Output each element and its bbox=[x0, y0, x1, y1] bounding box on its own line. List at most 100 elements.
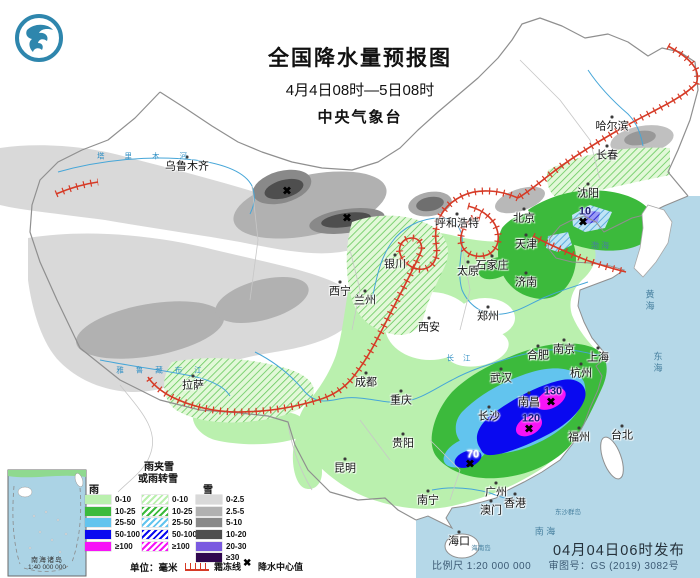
city-label: 贵阳 bbox=[392, 437, 414, 450]
city-label: 合肥 bbox=[527, 349, 549, 362]
city-label: 南昌 bbox=[518, 396, 540, 409]
city-label: 成都 bbox=[355, 376, 377, 389]
page-title: 全国降水量预报图 bbox=[268, 47, 452, 70]
city-dot bbox=[399, 389, 403, 393]
city-dot bbox=[524, 271, 528, 275]
legend-rain-header: 雨 bbox=[89, 485, 99, 496]
legend-row: 10-20 bbox=[196, 529, 246, 541]
legend-row: 20-30 bbox=[196, 540, 246, 552]
legend-row: 10-25 bbox=[85, 506, 140, 518]
city-dot bbox=[524, 233, 528, 237]
legend-unit-label: 单位：毫米 bbox=[130, 563, 178, 574]
title-block: 全国降水量预报图 4月4日08时—5日08时 中央气象台 bbox=[210, 42, 510, 127]
city-label: 天津 bbox=[515, 238, 537, 251]
legend-row: 0-10 bbox=[142, 494, 197, 506]
city-label: 广州 bbox=[485, 486, 507, 499]
legend-row: ≥100 bbox=[85, 540, 140, 552]
sea-label: 渤 海 bbox=[590, 241, 610, 250]
city-label: 澳门 bbox=[480, 504, 502, 517]
legend-row: 25-50 bbox=[142, 517, 197, 529]
legend-row: 2.5-5 bbox=[196, 506, 246, 518]
legend-range-label: 10-25 bbox=[172, 506, 193, 516]
river-label: 长江 bbox=[446, 353, 480, 363]
city-dot bbox=[185, 155, 189, 159]
city-label: 西宁 bbox=[329, 285, 351, 298]
city-dot bbox=[494, 481, 498, 485]
city-dot bbox=[457, 530, 461, 534]
legend-range-label: 0-10 bbox=[115, 495, 132, 505]
city-dot bbox=[191, 374, 195, 378]
legend-sleet-header-2: 或雨转雪 bbox=[138, 474, 178, 485]
city-label: 呼和浩特 bbox=[435, 217, 479, 230]
city-dot bbox=[620, 424, 624, 428]
precip-center-value: 70 bbox=[466, 448, 480, 461]
city-label: 南京 bbox=[553, 343, 575, 356]
city-label: 济南 bbox=[515, 276, 537, 289]
city-dot bbox=[486, 305, 490, 309]
sea-label: 黄 海 bbox=[644, 289, 655, 311]
legend-range-label: 10-25 bbox=[115, 506, 136, 516]
legend-swatch bbox=[85, 530, 111, 540]
city-label: 台北 bbox=[611, 429, 633, 442]
legend-row: 10-25 bbox=[142, 506, 197, 518]
legend-swatch bbox=[142, 541, 168, 551]
legend-sleet-header-1: 雨夹雪 bbox=[144, 462, 174, 473]
legend-range-label: 25-50 bbox=[115, 518, 136, 528]
inset-map bbox=[7, 469, 87, 577]
inset-scale: 1:40 000 000 bbox=[28, 564, 66, 571]
city-label: 福州 bbox=[568, 431, 590, 444]
city-dot bbox=[363, 289, 367, 293]
legend-row: 50-100 bbox=[85, 529, 140, 541]
frost-line-symbol bbox=[185, 563, 209, 571]
city-dot bbox=[527, 391, 531, 395]
legend-range-label: ≥30 bbox=[226, 553, 240, 563]
legend-range-label: 50-100 bbox=[115, 530, 140, 540]
sea-label: 东 海 bbox=[652, 351, 663, 373]
city-dot bbox=[489, 499, 493, 503]
legend-row: 0-2.5 bbox=[196, 494, 246, 506]
city-dot bbox=[338, 280, 342, 284]
valid-period: 4月4日08时—5日08时 bbox=[285, 82, 435, 99]
city-label: 石家庄 bbox=[475, 259, 509, 272]
precip-center-value: 130 bbox=[543, 385, 563, 398]
city-label: 西安 bbox=[418, 321, 440, 334]
city-dot bbox=[364, 371, 368, 375]
legend-range-label: 5-10 bbox=[226, 518, 243, 528]
legend-column: 0-10 10-25 25-50 50-100 ≥100 bbox=[85, 494, 140, 552]
legend-swatch bbox=[85, 518, 111, 528]
legend-row: 5-10 bbox=[196, 517, 246, 529]
precip-center-x-mark: ✖ bbox=[546, 396, 556, 409]
precip-center-x-mark: ✖ bbox=[465, 458, 475, 471]
agency-name: 中央气象台 bbox=[317, 109, 403, 126]
legend-swatch bbox=[196, 530, 222, 540]
legend-swatch bbox=[142, 506, 168, 516]
legend-swatch bbox=[85, 506, 111, 516]
precip-center-x-mark: ✖ bbox=[578, 216, 588, 229]
city-label: 海口 bbox=[448, 535, 470, 548]
legend-range-label: 2.5-5 bbox=[226, 506, 245, 516]
legend-range-label: 20-30 bbox=[226, 541, 247, 551]
cma-logo-icon bbox=[13, 12, 65, 64]
city-label: 拉萨 bbox=[182, 379, 204, 392]
city-label: 银川 bbox=[384, 258, 406, 271]
legend-row: ≥30 bbox=[196, 552, 246, 564]
city-label: 北京 bbox=[513, 212, 535, 225]
city-label: 重庆 bbox=[390, 394, 412, 407]
national-border bbox=[29, 17, 699, 559]
city-label: 武汉 bbox=[490, 372, 512, 385]
legend-swatch bbox=[196, 506, 222, 516]
city-dot bbox=[513, 492, 517, 496]
city-label: 沈阳 bbox=[577, 187, 599, 200]
city-dot bbox=[536, 344, 540, 348]
city-label: 香港 bbox=[504, 497, 526, 510]
legend-row: 25-50 bbox=[85, 517, 140, 529]
city-dot bbox=[455, 212, 459, 216]
river-label: 雅鲁藏布江 bbox=[116, 365, 214, 375]
legend-swatch bbox=[142, 495, 168, 505]
city-label: 郑州 bbox=[477, 310, 499, 323]
precip-center-x-mark: ✖ bbox=[524, 423, 534, 436]
sea-label: 东沙群岛 bbox=[555, 508, 581, 516]
frost-line-label: 霜冻线 bbox=[214, 562, 242, 572]
city-label: 杭州 bbox=[570, 367, 592, 380]
city-dot bbox=[522, 207, 526, 211]
